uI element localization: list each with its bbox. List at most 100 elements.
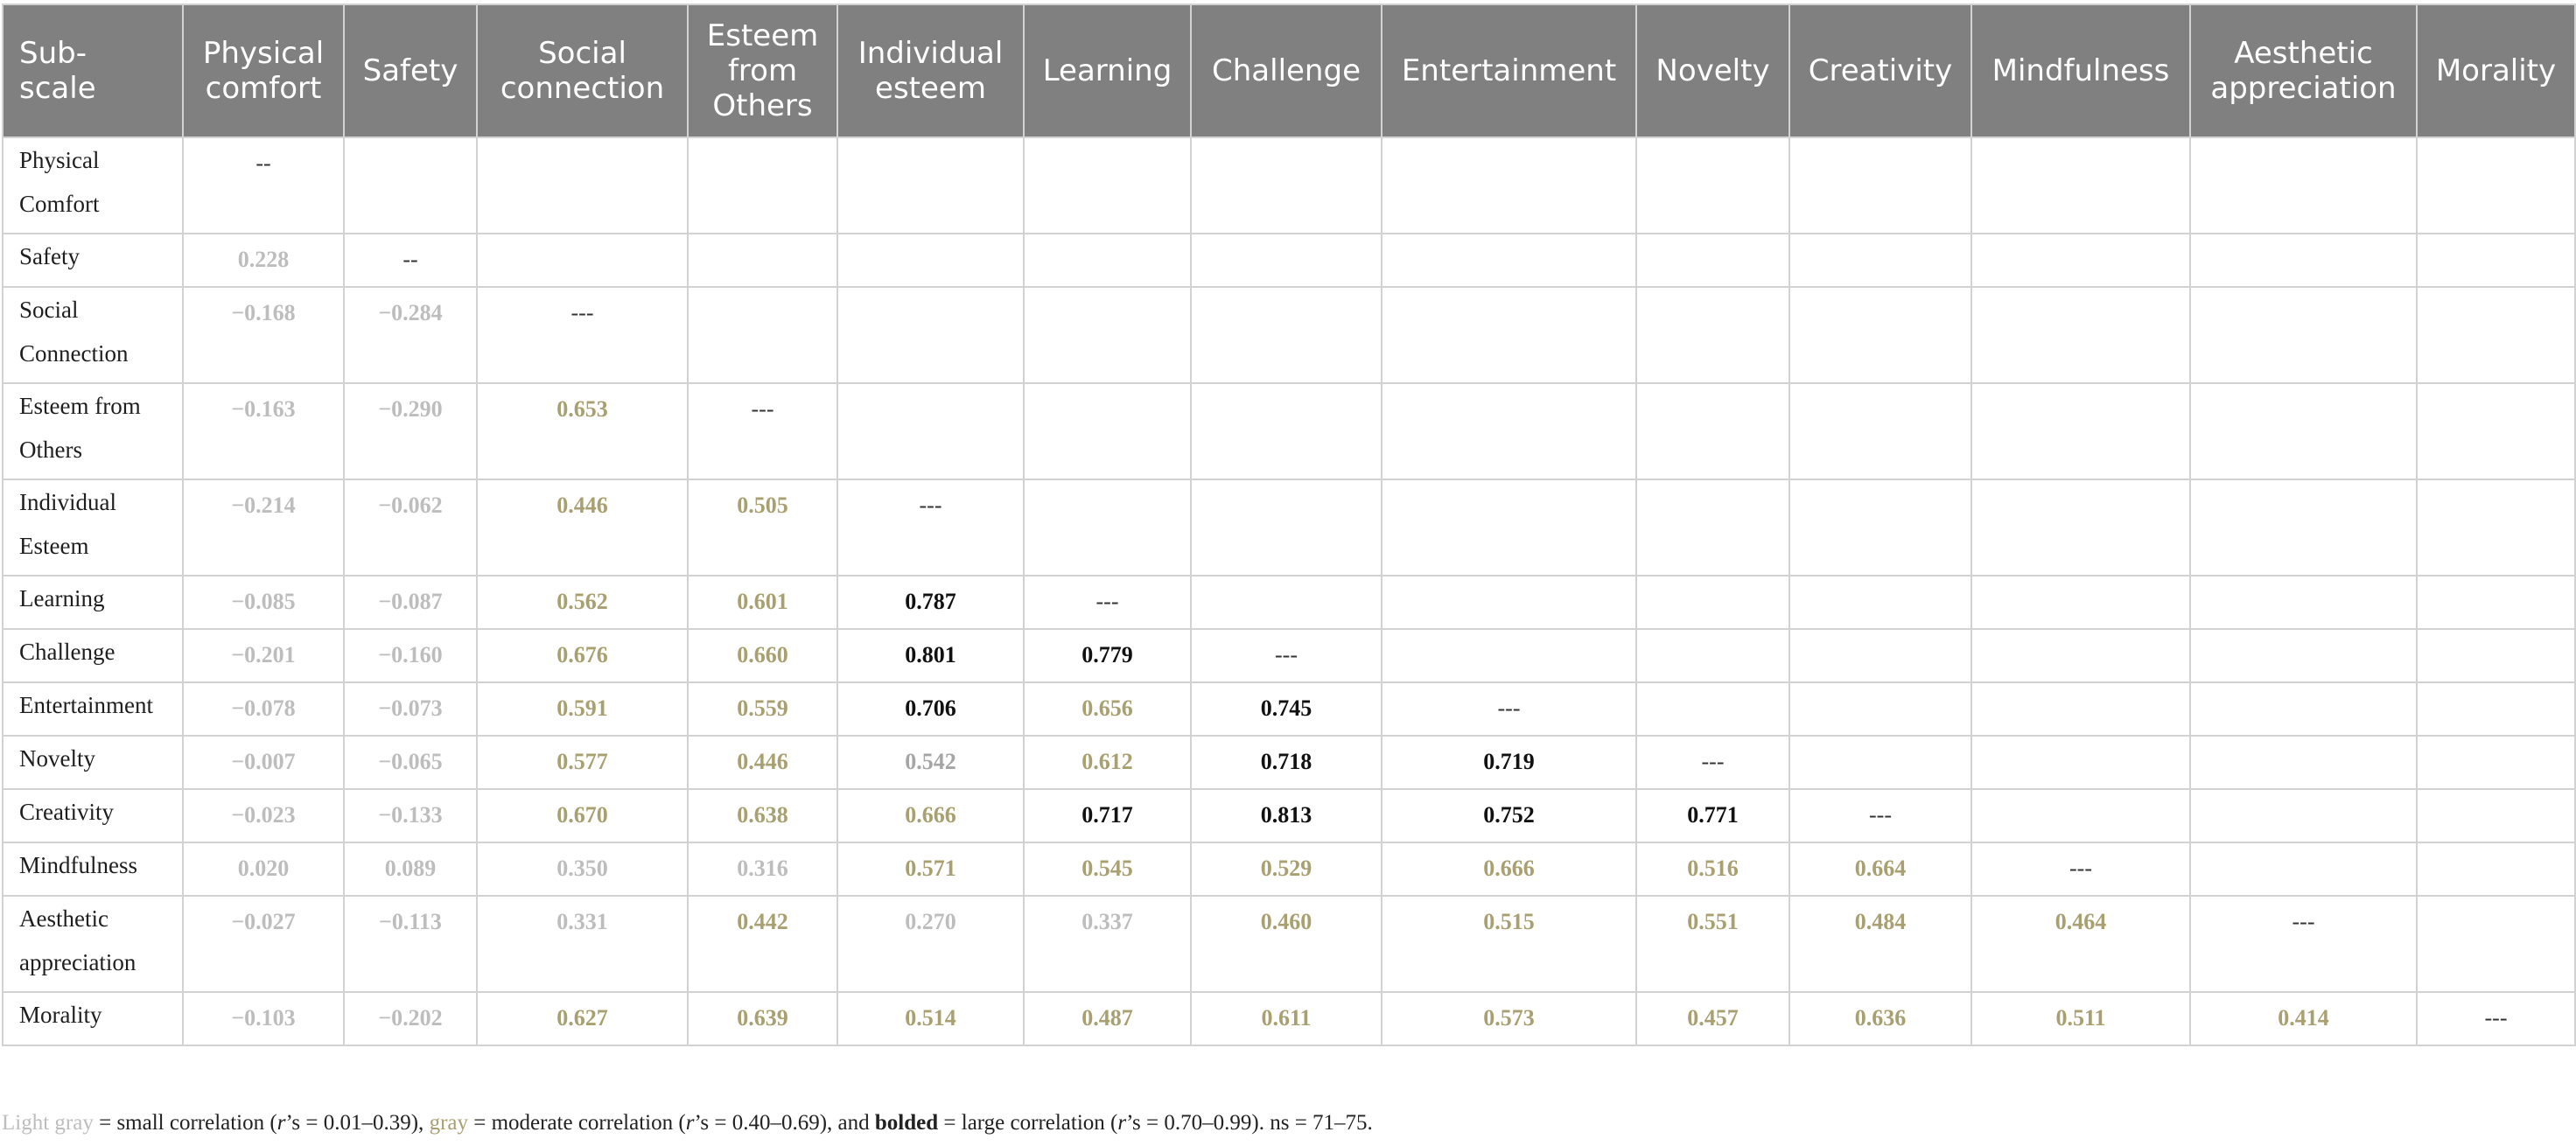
correlation-cell: 0.331 bbox=[476, 895, 689, 993]
empty-cell bbox=[1970, 136, 2191, 234]
correlation-cell: −0.133 bbox=[343, 788, 478, 843]
row-label: Learning bbox=[2, 575, 184, 630]
correlation-cell: 0.464 bbox=[1970, 895, 2191, 993]
column-header: Physical comfort bbox=[182, 3, 345, 138]
diagonal-cell: --- bbox=[687, 382, 838, 480]
table-row: Morality −0.103 −0.202 0.627 0.639 0.514 0.487… bbox=[2, 991, 2576, 1046]
diagonal-cell: --- bbox=[1970, 842, 2191, 897]
empty-cell bbox=[1381, 286, 1637, 384]
footnote-light-gray: Light gray bbox=[2, 1111, 94, 1135]
diagonal-cell: -- bbox=[182, 136, 345, 234]
correlation-cell: 0.442 bbox=[687, 895, 838, 993]
empty-cell bbox=[2416, 479, 2576, 576]
empty-cell bbox=[2416, 575, 2576, 630]
empty-cell bbox=[2189, 735, 2418, 790]
empty-cell bbox=[2416, 788, 2576, 843]
empty-cell bbox=[343, 136, 478, 234]
empty-cell bbox=[1788, 681, 1972, 737]
empty-cell bbox=[1190, 479, 1382, 576]
column-header: Novelty bbox=[1635, 3, 1790, 138]
footnote-bolded: bolded bbox=[874, 1111, 939, 1135]
empty-cell bbox=[1788, 575, 1972, 630]
correlation-cell: 0.779 bbox=[1023, 628, 1192, 683]
empty-cell bbox=[1635, 575, 1790, 630]
empty-cell bbox=[2416, 233, 2576, 288]
empty-cell bbox=[687, 233, 838, 288]
empty-cell bbox=[1190, 382, 1382, 480]
empty-cell bbox=[2189, 233, 2418, 288]
correlation-cell: −0.065 bbox=[343, 735, 478, 790]
correlation-cell: −0.290 bbox=[343, 382, 478, 480]
diagonal-cell: --- bbox=[1381, 681, 1637, 737]
column-header: Mindfulness bbox=[1970, 3, 2191, 138]
correlation-cell: 0.676 bbox=[476, 628, 689, 683]
row-label: Safety bbox=[2, 233, 184, 288]
correlation-cell: −0.214 bbox=[182, 479, 345, 576]
empty-cell bbox=[1970, 788, 2191, 843]
table-row: Challenge −0.201 −0.160 0.676 0.660 0.801 0.77… bbox=[2, 628, 2576, 683]
empty-cell bbox=[1970, 382, 2191, 480]
column-header: Morality bbox=[2416, 3, 2576, 138]
empty-cell bbox=[836, 233, 1025, 288]
diagonal-cell: -- bbox=[343, 233, 478, 288]
table-row: Mindfulness 0.020 0.089 0.350 0.316 0.571 0.54… bbox=[2, 842, 2576, 897]
correlation-cell: 0.020 bbox=[182, 842, 345, 897]
correlation-cell: −0.160 bbox=[343, 628, 478, 683]
correlation-cell: 0.577 bbox=[476, 735, 689, 790]
correlation-cell: 0.511 bbox=[1970, 991, 2191, 1046]
empty-cell bbox=[1023, 479, 1192, 576]
correlation-cell: −0.007 bbox=[182, 735, 345, 790]
row-label: Aesthetic appreciation bbox=[2, 895, 184, 993]
empty-cell bbox=[1788, 286, 1972, 384]
empty-cell bbox=[836, 136, 1025, 234]
table-row: Entertainment −0.078 −0.073 0.591 0.559 0.706… bbox=[2, 681, 2576, 737]
empty-cell bbox=[1190, 233, 1382, 288]
table-row: Physical Comfort -- bbox=[2, 136, 2576, 234]
empty-cell bbox=[1381, 575, 1637, 630]
empty-cell bbox=[1970, 286, 2191, 384]
table-row: Esteem from Others −0.163 −0.290 0.653 --- bbox=[2, 382, 2576, 480]
empty-cell bbox=[2189, 382, 2418, 480]
correlation-cell: 0.350 bbox=[476, 842, 689, 897]
column-header: Individual esteem bbox=[836, 3, 1025, 138]
row-label: Physical Comfort bbox=[2, 136, 184, 234]
correlation-cell: 0.515 bbox=[1381, 895, 1637, 993]
table-row: Learning −0.085 −0.087 0.562 0.601 0.787 --- bbox=[2, 575, 2576, 630]
empty-cell bbox=[1970, 735, 2191, 790]
footnote-text: ’s = 0.70–0.99). ns = 71–75. bbox=[1126, 1111, 1373, 1135]
empty-cell bbox=[1023, 286, 1192, 384]
empty-cell bbox=[1635, 286, 1790, 384]
correlation-cell: 0.505 bbox=[687, 479, 838, 576]
column-header: Aesthetic appreciation bbox=[2189, 3, 2418, 138]
diagonal-cell: --- bbox=[2416, 991, 2576, 1046]
correlation-cell: 0.801 bbox=[836, 628, 1025, 683]
correlation-cell: 0.666 bbox=[1381, 842, 1637, 897]
diagonal-cell: --- bbox=[836, 479, 1025, 576]
empty-cell bbox=[1635, 628, 1790, 683]
empty-cell bbox=[1023, 136, 1192, 234]
correlation-cell: −0.073 bbox=[343, 681, 478, 737]
empty-cell bbox=[1381, 479, 1637, 576]
empty-cell bbox=[1788, 233, 1972, 288]
footnote-r-symbol: r bbox=[1117, 1111, 1127, 1135]
empty-cell bbox=[1635, 382, 1790, 480]
empty-cell bbox=[1381, 382, 1637, 480]
diagonal-cell: --- bbox=[1190, 628, 1382, 683]
column-header: Entertainment bbox=[1381, 3, 1637, 138]
table-row: Safety 0.228 -- bbox=[2, 233, 2576, 288]
footnote-text: ’s = 0.01–0.39), bbox=[285, 1111, 430, 1135]
correlation-cell: 0.487 bbox=[1023, 991, 1192, 1046]
correlation-cell: −0.113 bbox=[343, 895, 478, 993]
empty-cell bbox=[2416, 382, 2576, 480]
empty-cell bbox=[687, 286, 838, 384]
correlation-cell: 0.270 bbox=[836, 895, 1025, 993]
correlation-cell: 0.089 bbox=[343, 842, 478, 897]
correlation-cell: 0.670 bbox=[476, 788, 689, 843]
correlation-cell: −0.103 bbox=[182, 991, 345, 1046]
correlation-cell: 0.787 bbox=[836, 575, 1025, 630]
empty-cell bbox=[1190, 575, 1382, 630]
empty-cell bbox=[2189, 479, 2418, 576]
empty-cell bbox=[2416, 628, 2576, 683]
empty-cell bbox=[1970, 233, 2191, 288]
correlation-cell: −0.168 bbox=[182, 286, 345, 384]
